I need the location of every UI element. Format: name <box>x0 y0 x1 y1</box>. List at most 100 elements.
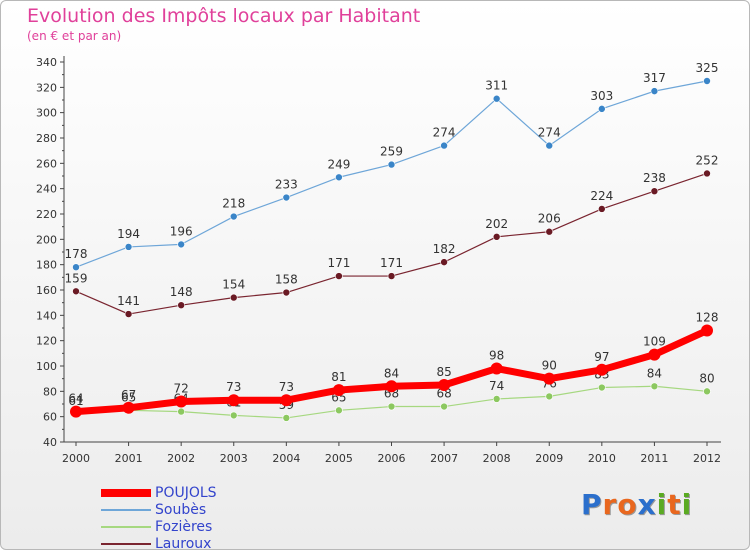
data-point-poujols <box>438 379 451 391</box>
logo-letter: r <box>602 488 618 521</box>
data-label-soubes: 178 <box>65 247 88 261</box>
legend-swatch <box>101 543 151 545</box>
legend-swatch <box>101 489 151 497</box>
data-point-poujols <box>70 405 82 418</box>
logo-letter: i <box>656 488 668 521</box>
data-point-soubes <box>703 77 711 85</box>
data-point-poujols <box>648 348 661 361</box>
data-point-fozieres <box>492 395 501 403</box>
data-point-lauroux <box>703 169 711 178</box>
y-tick-label: 240 <box>36 183 57 196</box>
x-tick-label: 2010 <box>588 452 616 465</box>
y-tick-label: 80 <box>43 385 57 398</box>
x-tick-label: 2000 <box>62 452 90 465</box>
data-label-fozieres: 61 <box>68 394 83 408</box>
y-tick-label: 200 <box>36 233 57 246</box>
logo-letter: x <box>637 488 657 521</box>
data-label-soubes: 303 <box>590 89 613 103</box>
data-point-fozieres <box>650 382 659 391</box>
data-label-poujols: 128 <box>696 311 719 325</box>
data-point-poujols <box>490 362 503 375</box>
data-label-soubes: 196 <box>170 224 193 238</box>
data-point-lauroux <box>440 258 448 266</box>
data-point-poujols <box>122 401 135 414</box>
data-label-soubes: 274 <box>433 126 456 140</box>
legend-label: Fozières <box>155 519 213 535</box>
data-point-lauroux <box>650 187 659 195</box>
data-point-soubes <box>72 263 80 272</box>
data-point-lauroux <box>387 272 396 280</box>
data-point-fozieres <box>703 387 711 396</box>
y-tick-label: 100 <box>36 360 57 373</box>
data-label-poujols: 72 <box>174 381 189 395</box>
data-point-fozieres <box>177 407 185 416</box>
data-point-soubes <box>387 160 396 169</box>
data-point-fozieres <box>335 406 343 415</box>
data-point-fozieres <box>545 392 554 401</box>
x-tick-label: 2012 <box>693 452 721 465</box>
data-point-lauroux <box>177 301 185 310</box>
data-point-fozieres <box>387 402 396 411</box>
legend-swatch <box>101 509 151 511</box>
data-label-soubes: 311 <box>485 79 508 93</box>
x-tick-label: 2009 <box>535 452 563 465</box>
data-point-lauroux <box>229 293 238 302</box>
data-point-poujols <box>385 380 398 393</box>
logo-letter: o <box>617 488 638 521</box>
data-label-soubes: 259 <box>380 145 403 159</box>
y-tick-label: 40 <box>43 436 57 449</box>
data-label-poujols: 64 <box>68 392 83 406</box>
data-label-lauroux: 182 <box>433 242 456 256</box>
data-point-lauroux <box>598 205 606 213</box>
data-point-lauroux <box>545 227 554 236</box>
y-tick-label: 340 <box>36 56 57 69</box>
data-point-poujols <box>280 394 293 407</box>
data-point-fozieres <box>282 414 291 422</box>
data-label-poujols: 98 <box>489 349 504 363</box>
data-label-soubes: 249 <box>327 157 350 171</box>
x-tick-label: 2004 <box>272 452 300 465</box>
logo-letter: t <box>667 488 682 521</box>
data-point-poujols <box>543 372 556 385</box>
data-label-soubes: 317 <box>643 71 666 85</box>
legend-label: Soubès <box>155 502 207 518</box>
data-point-soubes <box>282 193 291 202</box>
chart-subtitle: (en € et par an) <box>27 29 122 43</box>
data-label-lauroux: 154 <box>222 278 245 292</box>
data-label-lauroux: 148 <box>170 285 193 299</box>
data-label-lauroux: 158 <box>275 273 298 287</box>
chart-title: Evolution des Impôts locaux par Habitant <box>27 5 421 27</box>
data-label-poujols: 73 <box>226 380 241 394</box>
data-point-soubes <box>124 243 133 251</box>
y-tick-label: 300 <box>36 107 57 120</box>
data-point-fozieres <box>440 402 448 411</box>
data-label-poujols: 84 <box>384 366 399 380</box>
data-label-lauroux: 202 <box>485 217 508 231</box>
data-label-fozieres: 84 <box>647 366 662 380</box>
data-point-soubes <box>229 212 238 221</box>
data-label-soubes: 194 <box>117 227 140 241</box>
x-tick-label: 2002 <box>167 452 195 465</box>
data-point-poujols <box>701 324 713 337</box>
data-label-fozieres: 65 <box>121 390 136 404</box>
data-point-fozieres <box>229 411 238 420</box>
data-label-poujols: 109 <box>643 335 666 349</box>
data-label-soubes: 233 <box>275 178 298 192</box>
data-label-lauroux: 206 <box>538 212 561 226</box>
data-point-soubes <box>598 105 606 113</box>
logo-letter: i <box>681 488 693 521</box>
legend-swatch <box>101 526 151 528</box>
data-point-poujols <box>595 363 608 376</box>
series-line-soubes <box>75 80 708 268</box>
x-tick-label: 2003 <box>220 452 248 465</box>
y-tick-label: 120 <box>36 335 57 348</box>
data-label-soubes: 325 <box>696 61 719 75</box>
y-tick-label: 180 <box>36 259 57 272</box>
data-point-poujols <box>227 394 240 407</box>
data-point-soubes <box>650 87 659 95</box>
y-tick-label: 140 <box>36 309 57 322</box>
legend-label: Lauroux <box>155 536 212 550</box>
data-point-fozieres <box>598 383 606 392</box>
